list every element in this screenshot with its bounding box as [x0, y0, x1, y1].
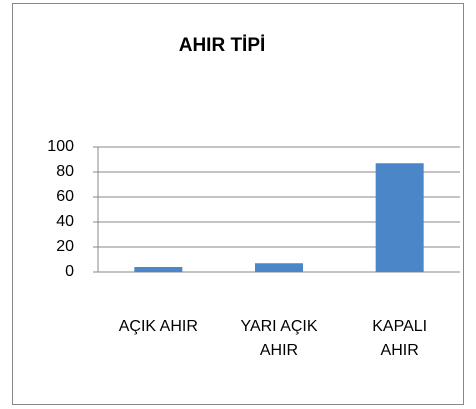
bar	[375, 163, 424, 272]
bar	[255, 263, 303, 272]
x-tick-label: YARI AÇIK AHIR	[240, 318, 318, 359]
x-tick-label: KAPALI AHIR	[372, 318, 428, 359]
y-tick-label: 80	[56, 163, 74, 180]
y-tick-label: 60	[56, 188, 74, 205]
x-tick-label: AÇIK AHIR	[118, 318, 198, 335]
y-tick-label: 40	[56, 213, 74, 230]
y-tick-label: 20	[56, 238, 74, 255]
bar	[134, 267, 183, 272]
y-tick-label: 100	[47, 138, 74, 155]
y-tick-label: 0	[65, 263, 74, 280]
chart-title: AHIR TİPİ	[179, 35, 266, 56]
